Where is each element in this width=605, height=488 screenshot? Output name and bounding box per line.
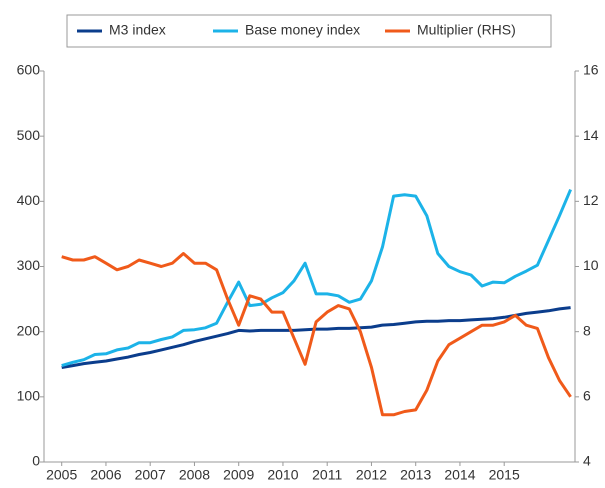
y-tick-label: 600 bbox=[17, 62, 41, 78]
y2-tick-label: 14 bbox=[583, 127, 599, 143]
series-line bbox=[61, 252, 572, 417]
y2-tick-label: 8 bbox=[583, 322, 591, 338]
x-tick-label: 2013 bbox=[400, 467, 431, 483]
y-tick-label: 0 bbox=[32, 453, 40, 469]
legend-label: Multiplier (RHS) bbox=[417, 22, 516, 38]
x-tick-label: 2008 bbox=[179, 467, 210, 483]
y-tick-label: 200 bbox=[17, 322, 41, 338]
x-tick-label: 2005 bbox=[46, 467, 77, 483]
y2-tick-label: 6 bbox=[583, 388, 591, 404]
x-tick-label: 2012 bbox=[356, 467, 387, 483]
y2-tick-label: 12 bbox=[583, 192, 599, 208]
legend-label: M3 index bbox=[109, 22, 166, 38]
x-tick-label: 2007 bbox=[135, 467, 166, 483]
legend-label: Base money index bbox=[245, 22, 360, 38]
y-tick-label: 300 bbox=[17, 257, 41, 273]
y-tick-label: 400 bbox=[17, 192, 41, 208]
legend-box bbox=[66, 14, 552, 48]
x-tick-label: 2010 bbox=[267, 467, 298, 483]
y-tick-label: 500 bbox=[17, 127, 41, 143]
series-line bbox=[61, 189, 572, 368]
x-tick-label: 2006 bbox=[90, 467, 121, 483]
series-line bbox=[61, 306, 571, 369]
y-tick-label: 100 bbox=[17, 388, 41, 404]
y2-tick-label: 16 bbox=[583, 62, 599, 78]
y2-tick-label: 4 bbox=[583, 453, 591, 469]
x-tick-label: 2015 bbox=[489, 467, 520, 483]
y2-tick-label: 10 bbox=[583, 257, 599, 273]
x-tick-label: 2014 bbox=[444, 467, 475, 483]
x-tick-label: 2009 bbox=[223, 467, 254, 483]
x-tick-label: 2011 bbox=[312, 467, 342, 483]
